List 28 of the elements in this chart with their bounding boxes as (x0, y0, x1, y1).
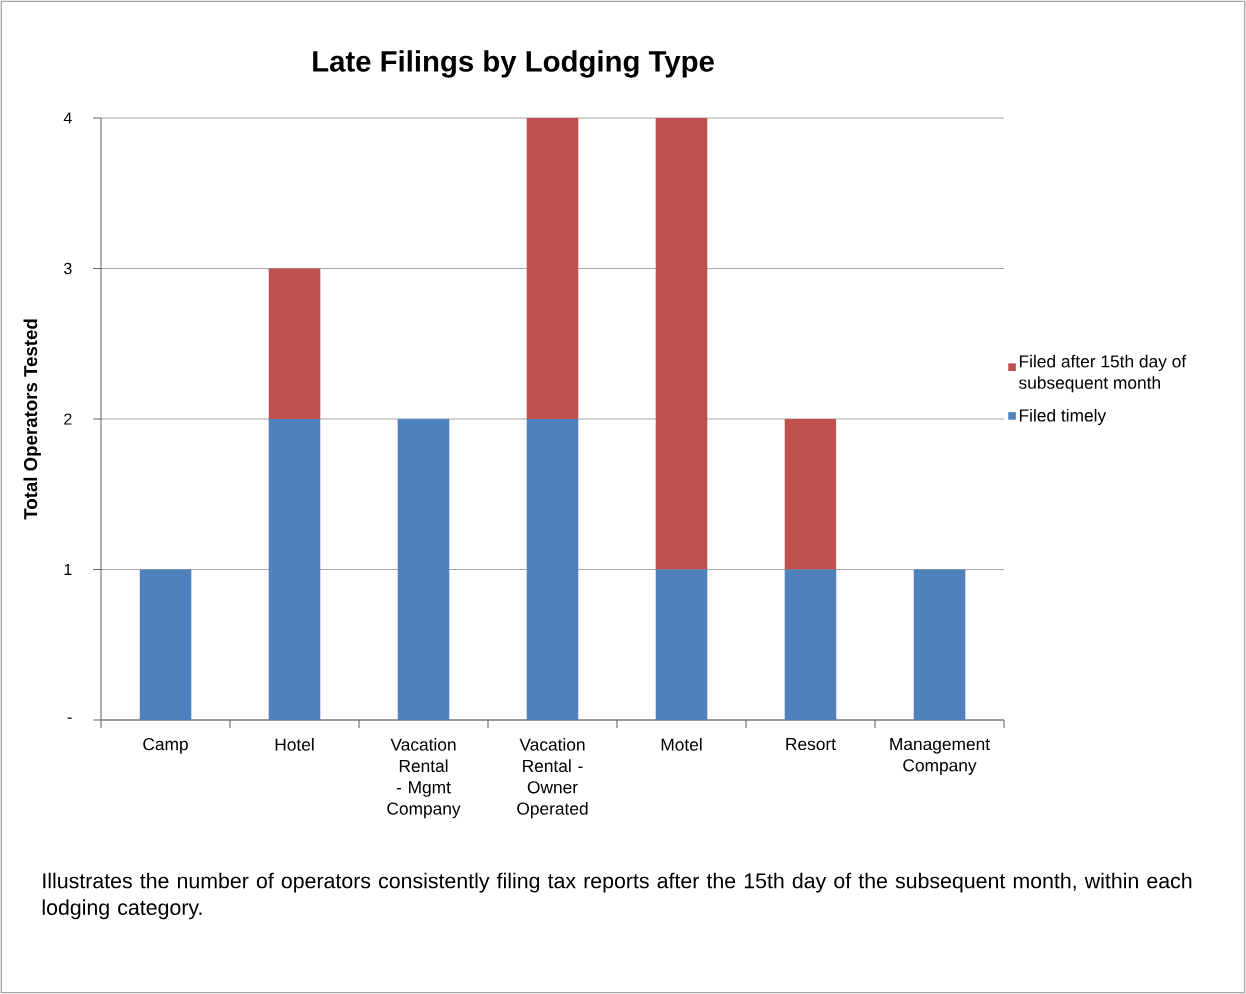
bar (397, 418, 450, 720)
bar (268, 418, 321, 720)
bar (655, 117, 708, 570)
y-tick-label: 1 (64, 563, 72, 575)
y-axis-title: Total Operators Tested (23, 319, 41, 520)
x-tick-label: Management Company (890, 738, 990, 775)
bar (268, 268, 321, 419)
bar (784, 418, 837, 570)
bar (913, 569, 966, 720)
bar (784, 569, 837, 720)
x-tick-label: Resort (786, 738, 836, 751)
y-tick-label: 3 (64, 262, 72, 275)
legend-label: Filed timely (1019, 408, 1107, 426)
legend-label: Filed after 15th day of subsequent month (1019, 354, 1187, 393)
y-tick-label: - (67, 717, 72, 719)
text: Illustrates the number of operators consistently filing tax reports after the 15th day of the subsequent month, within each lodging category. (42, 872, 1192, 920)
x-tick-label: Vacation Rental - Owner Operated (517, 738, 588, 819)
bar (139, 569, 192, 720)
y-tick-label: 4 (63, 112, 72, 124)
x-tick-label: Vacation Rental - Mgmt Company (387, 738, 461, 819)
x-tick-label: Camp (143, 738, 188, 754)
bar (655, 569, 708, 720)
y-tick-label: 2 (64, 413, 72, 425)
x-tick-label: Hotel (275, 738, 314, 751)
bar (526, 418, 579, 720)
bar (526, 117, 579, 419)
x-tick-label: Motel (661, 738, 702, 751)
chart-title: Late Filings by Lodging Type (313, 50, 714, 78)
